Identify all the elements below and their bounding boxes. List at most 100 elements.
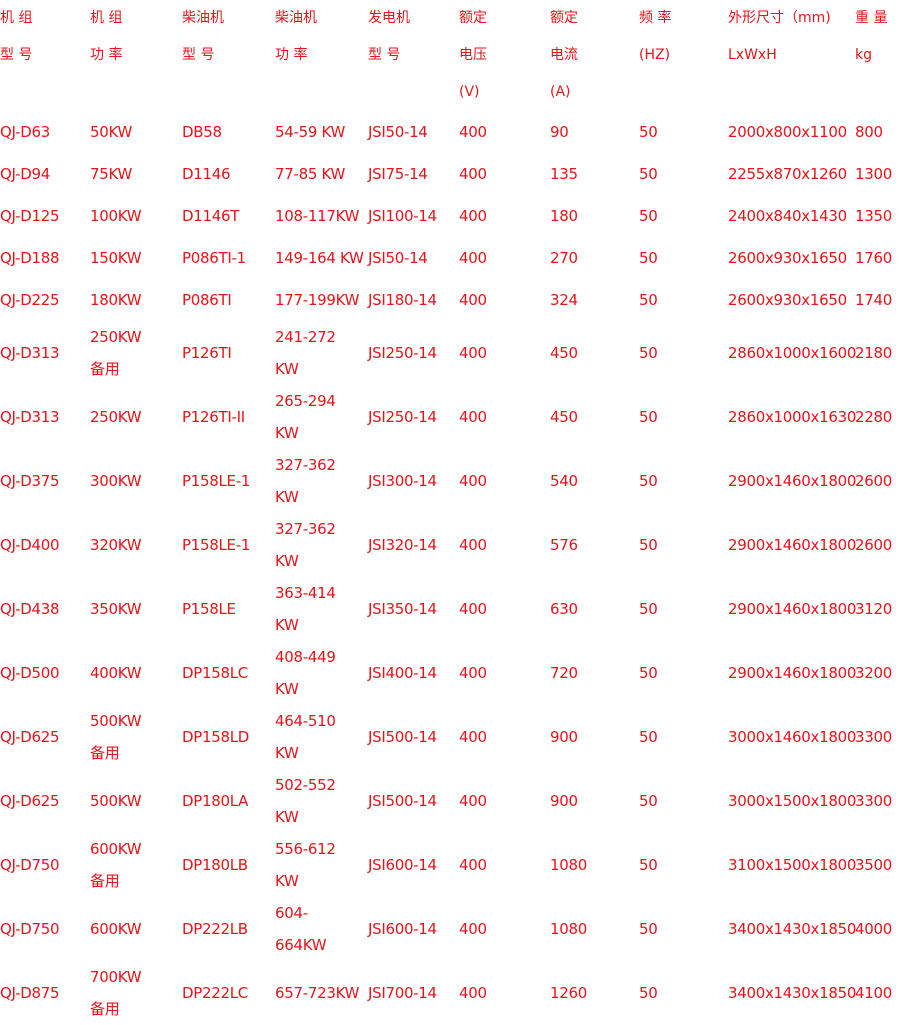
- unit-power-cell: 400KW: [90, 641, 182, 705]
- current-cell: 900: [550, 728, 578, 746]
- alternator-model-cell: JSI250-14: [368, 344, 437, 362]
- rated-current-header: 额定 电流 (A): [550, 0, 639, 111]
- unit-power-cell: 700KW 备用: [90, 961, 182, 1025]
- cell-line: 备用: [90, 744, 120, 762]
- table-row: QJ-D313 250KW P126TI-II 265-294 KW JSI250-14 4…: [0, 385, 899, 449]
- current-cell: 270: [550, 249, 578, 267]
- frequency-cell: 50: [639, 792, 658, 810]
- engine-model-cell: P158LE: [182, 600, 236, 618]
- voltage-cell: 400: [459, 207, 487, 225]
- cell-line: 464-510: [275, 712, 336, 730]
- current-cell: 90: [550, 123, 569, 141]
- weight-cell: 2600: [855, 472, 892, 490]
- unit-model-cell: QJ-D750: [0, 920, 60, 938]
- table-row: QJ-D94 75KW D1146 77-85 KW JSI75-14 400 135 50 2…: [0, 153, 899, 195]
- unit-model-cell: QJ-D625: [0, 728, 60, 746]
- dimensions-header: 外形尺寸（mm) LxWxH: [728, 0, 855, 111]
- current-cell: 576: [550, 536, 578, 554]
- cell-line: 54-59 KW: [275, 123, 346, 141]
- unit-model-cell: QJ-D375: [0, 472, 60, 490]
- engine-model-cell: P126TI: [182, 344, 232, 362]
- header-line: kg: [855, 47, 872, 63]
- dimensions-cell: 2900x1460x1800: [728, 664, 857, 682]
- engine-model-cell: DP158LC: [182, 664, 248, 682]
- alternator-model-cell: JSI50-14: [368, 123, 428, 141]
- alternator-model-cell: JSI75-14: [368, 165, 428, 183]
- voltage-cell: 400: [459, 291, 487, 309]
- cell-line: 400KW: [90, 664, 142, 682]
- frequency-cell: 50: [639, 249, 658, 267]
- alternator-model-cell: JSI500-14: [368, 792, 437, 810]
- voltage-cell: 400: [459, 536, 487, 554]
- weight-cell: 800: [855, 123, 883, 141]
- weight-cell: 2180: [855, 344, 892, 362]
- engine-model-cell: P158LE-1: [182, 536, 251, 554]
- frequency-cell: 50: [639, 536, 658, 554]
- table-row: QJ-D188 150KW P086TI-1 149-164 KW JSI50-14 40…: [0, 237, 899, 279]
- current-cell: 900: [550, 792, 578, 810]
- unit-power-cell: 500KW 备用: [90, 705, 182, 769]
- cell-line: 180KW: [90, 291, 142, 309]
- cell-line: KW: [275, 680, 299, 698]
- alternator-model-cell: JSI320-14: [368, 536, 437, 554]
- table-row: QJ-D125 100KW D1146T 108-117KW JSI100-14 400 1…: [0, 195, 899, 237]
- weight-cell: 1740: [855, 291, 892, 309]
- weight-cell: 3300: [855, 728, 892, 746]
- cell-line: 604-: [275, 904, 308, 922]
- cell-line: 363-414: [275, 584, 336, 602]
- engine-model-cell: P158LE-1: [182, 472, 251, 490]
- table-row: QJ-D750 600KW 备用 DP180LB 556-612 KW JSI600-14 4…: [0, 833, 899, 897]
- unit-model-cell: QJ-D500: [0, 664, 60, 682]
- cell-line: 320KW: [90, 536, 142, 554]
- unit-model-cell: QJ-D313: [0, 408, 60, 426]
- dimensions-cell: 2600x930x1650: [728, 249, 847, 267]
- alternator-model-header: 发电机型 号: [368, 0, 459, 111]
- table-row: QJ-D225 180KW P086TI 177-199KW JSI180-14 400 3…: [0, 279, 899, 321]
- cell-line: KW: [275, 616, 299, 634]
- alternator-model-cell: JSI600-14: [368, 920, 437, 938]
- cell-line: 556-612: [275, 840, 336, 858]
- cell-line: 241-272: [275, 328, 336, 346]
- engine-model-cell: P086TI-1: [182, 249, 246, 267]
- header-line: 功 率: [90, 47, 123, 63]
- engine-power-header: 柴油机功 率: [275, 0, 368, 111]
- frequency-cell: 50: [639, 291, 658, 309]
- header-line: 频 率: [639, 10, 672, 26]
- unit-power-cell: 500KW: [90, 769, 182, 833]
- weight-cell: 1760: [855, 249, 892, 267]
- unit-model-cell: QJ-D625: [0, 792, 60, 810]
- dimensions-cell: 2255x870x1260: [728, 165, 847, 183]
- frequency-header: 频 率 (HZ): [639, 0, 728, 111]
- weight-cell: 3300: [855, 792, 892, 810]
- engine-power-cell: 363-414 KW: [275, 577, 368, 641]
- header-line: (HZ): [639, 47, 671, 63]
- weight-cell: 4100: [855, 984, 892, 1002]
- table-row: QJ-D63 50KW DB58 54-59 KW JSI50-14 400 90 50 200…: [0, 111, 899, 153]
- cell-line: 50KW: [90, 123, 133, 141]
- unit-model-cell: QJ-D750: [0, 856, 60, 874]
- weight-cell: 3500: [855, 856, 892, 874]
- table-row: QJ-D313 250KW 备用 P126TI 241-272 KW JSI250-14 40…: [0, 321, 899, 385]
- unit-power-cell: 50KW: [90, 111, 182, 153]
- header-line: 机 组: [90, 10, 123, 26]
- engine-power-cell: 408-449 KW: [275, 641, 368, 705]
- header-line: 功 率: [275, 47, 308, 63]
- dimensions-cell: 2860x1000x1630: [728, 408, 857, 426]
- weight-cell: 4000: [855, 920, 892, 938]
- engine-power-cell: 327-362 KW: [275, 449, 368, 513]
- cell-line: 700KW: [90, 968, 142, 986]
- alternator-model-cell: JSI50-14: [368, 249, 428, 267]
- current-cell: 180: [550, 207, 578, 225]
- cell-line: 408-449: [275, 648, 336, 666]
- engine-power-cell: 265-294 KW: [275, 385, 368, 449]
- voltage-cell: 400: [459, 920, 487, 938]
- header-line: 型 号: [0, 47, 33, 63]
- voltage-cell: 400: [459, 728, 487, 746]
- weight-cell: 1350: [855, 207, 892, 225]
- header-line: 外形尺寸（mm): [728, 10, 831, 26]
- unit-model-cell: QJ-D225: [0, 291, 60, 309]
- engine-power-cell: 241-272 KW: [275, 321, 368, 385]
- voltage-cell: 400: [459, 165, 487, 183]
- rated-voltage-header: 额定 电压 (V): [459, 0, 550, 111]
- table-row: QJ-D625 500KW DP180LA 502-552 KW JSI500-14 400…: [0, 769, 899, 833]
